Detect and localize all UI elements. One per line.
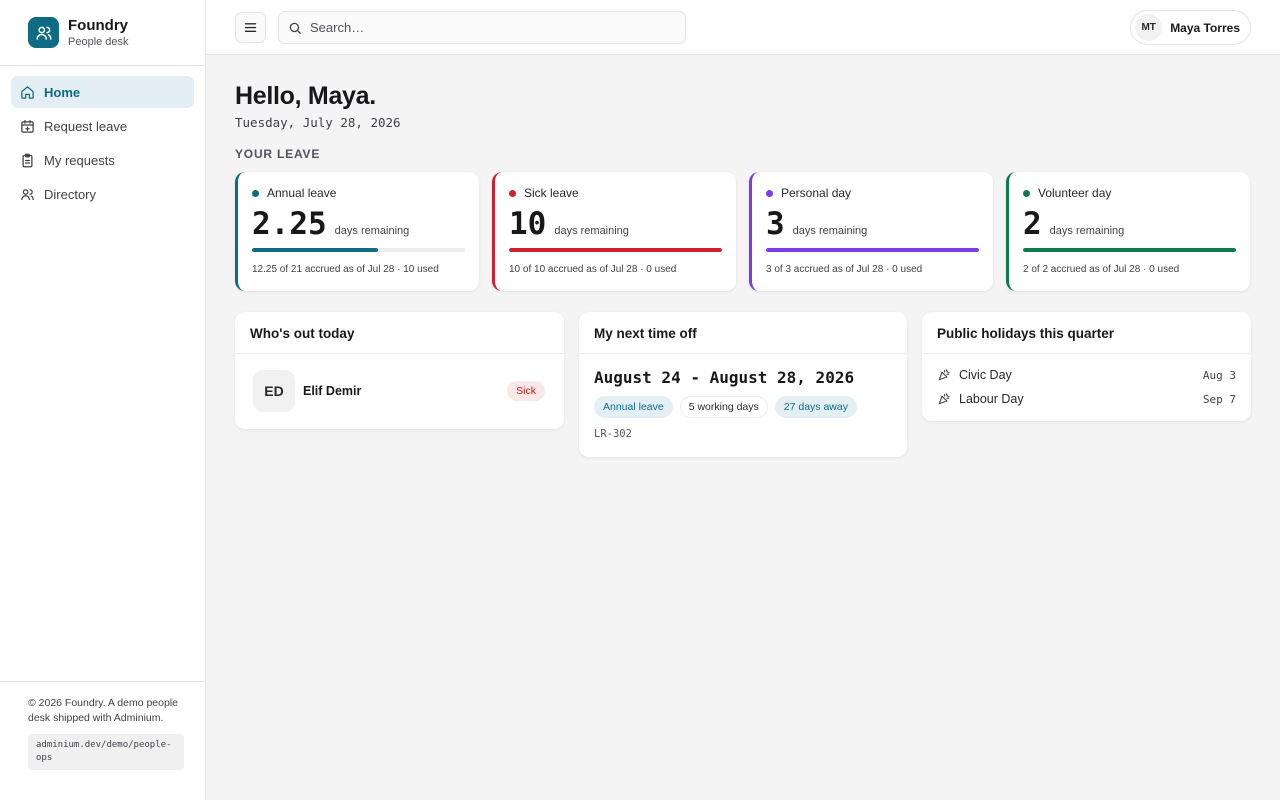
search-input[interactable] <box>310 20 670 35</box>
sidebar-item-directory[interactable]: Directory <box>11 178 194 210</box>
list-item[interactable]: ED Elif Demir Sick <box>235 354 564 412</box>
panel-title: My next time off <box>579 312 907 354</box>
leave-progress-fill <box>252 248 378 252</box>
leave-card-annual[interactable]: Annual leave 2.25 days remaining 12.25 of… <box>235 172 479 291</box>
avatar: MT <box>1135 14 1163 41</box>
leave-days-value: 2 <box>1023 206 1042 242</box>
panel-title: Public holidays this quarter <box>922 312 1251 354</box>
party-popper-icon <box>938 393 950 405</box>
sidebar-item-home[interactable]: Home <box>11 76 194 108</box>
search-icon <box>289 22 301 34</box>
leave-balance-cards: Annual leave 2.25 days remaining 12.25 of… <box>235 172 1251 292</box>
leave-type-name: Sick leave <box>524 186 579 200</box>
leave-progress-bar <box>252 248 465 252</box>
person-name: Elif Demir <box>303 384 362 398</box>
menu-toggle-button[interactable] <box>235 12 266 43</box>
leave-progress-fill <box>1023 248 1236 252</box>
section-label-your-leave: YOUR LEAVE <box>235 147 321 161</box>
leave-progress-bar <box>766 248 979 252</box>
footer-url[interactable]: adminium.dev/demo/people-ops <box>28 734 184 770</box>
time-off-dates: August 24 - August 28, 2026 <box>594 368 855 387</box>
holiday-name: Labour Day <box>959 392 1024 406</box>
leave-progress-fill <box>766 248 979 252</box>
leave-days-value: 10 <box>509 206 547 242</box>
working-days-chip: 5 working days <box>679 396 768 418</box>
hamburger-icon <box>244 23 257 32</box>
panel-title: Who's out today <box>235 312 564 354</box>
leave-color-dot <box>509 189 516 197</box>
leave-accrual-text: 10 of 10 accrued as of Jul 28 · 0 used <box>509 264 677 275</box>
leave-card-personal[interactable]: Personal day 3 days remaining 3 of 3 accr… <box>749 172 993 291</box>
leave-days-unit: days remaining <box>554 225 629 237</box>
brand[interactable]: Foundry People desk <box>0 0 205 66</box>
sidebar-nav: Home Request leave My requests Directory <box>0 66 205 222</box>
page-title: Hello, Maya. <box>235 82 376 110</box>
current-date: Tuesday, July 28, 2026 <box>235 115 401 130</box>
calendar-plus-icon <box>21 119 34 133</box>
brand-subtitle: People desk <box>68 35 129 48</box>
sidebar-item-label: Home <box>44 84 81 100</box>
sidebar-item-label: Request leave <box>44 118 128 134</box>
sidebar-item-my-requests[interactable]: My requests <box>11 144 194 176</box>
list-item: Civic Day Aug 3 <box>922 363 1251 387</box>
leave-progress-bar <box>509 248 722 252</box>
user-name: Maya Torres <box>1170 20 1240 35</box>
leave-type-name: Personal day <box>781 186 852 200</box>
leave-progress-bar <box>1023 248 1236 252</box>
status-badge: Sick <box>507 381 545 401</box>
leave-days-unit: days remaining <box>334 225 410 237</box>
users-icon <box>21 188 34 200</box>
brand-logo-icon <box>28 17 59 48</box>
time-off-chips: Annual leave 5 working days 27 days away <box>579 387 907 418</box>
request-reference: LR-302 <box>594 428 632 440</box>
leave-card-volunteer[interactable]: Volunteer day 2 days remaining 2 of 2 acc… <box>1006 172 1250 291</box>
sidebar-footer: © 2026 Foundry. A demo people desk shipp… <box>0 681 205 800</box>
public-holidays-panel: Public holidays this quarter Civic Day A… <box>922 312 1251 421</box>
sidebar-item-label: Directory <box>44 186 97 202</box>
leave-accrual-text: 3 of 3 accrued as of Jul 28 · 0 used <box>766 264 923 275</box>
leave-progress-fill <box>509 248 722 252</box>
leave-color-dot <box>766 189 773 197</box>
holiday-name: Civic Day <box>959 368 1012 382</box>
sidebar-item-request-leave[interactable]: Request leave <box>11 110 194 142</box>
search-box[interactable] <box>278 11 686 44</box>
leave-color-dot <box>252 189 259 197</box>
next-time-off-panel[interactable]: My next time off August 24 - August 28, … <box>579 312 907 457</box>
days-away-chip: 27 days away <box>774 396 857 418</box>
user-menu-button[interactable]: MT Maya Torres <box>1130 10 1251 45</box>
leave-days-value: 3 <box>766 206 785 242</box>
whos-out-panel: Who's out today ED Elif Demir Sick <box>235 312 564 429</box>
avatar: ED <box>253 370 295 412</box>
holiday-list: Civic Day Aug 3 Labour Day Sep 7 <box>922 363 1251 411</box>
leave-type-name: Volunteer day <box>1038 186 1112 200</box>
leave-type-name: Annual leave <box>267 186 337 200</box>
leave-days-value: 2.25 <box>252 206 327 242</box>
sidebar: Foundry People desk Home Request leave M… <box>0 0 206 800</box>
leave-accrual-text: 2 of 2 accrued as of Jul 28 · 0 used <box>1023 264 1180 275</box>
holiday-date: Aug 3 <box>1202 368 1236 382</box>
leave-card-sick[interactable]: Sick leave 10 days remaining 10 of 10 acc… <box>492 172 736 291</box>
leave-days-unit: days remaining <box>792 225 868 237</box>
party-popper-icon <box>938 369 950 381</box>
brand-name: Foundry <box>68 16 128 34</box>
topbar: MT Maya Torres <box>206 0 1280 55</box>
leave-type-chip: Annual leave <box>594 396 673 418</box>
sidebar-item-label: My requests <box>44 152 115 168</box>
home-icon <box>21 85 34 99</box>
leave-color-dot <box>1023 189 1030 197</box>
list-item: Labour Day Sep 7 <box>922 387 1251 411</box>
holiday-date: Sep 7 <box>1202 392 1236 406</box>
leave-accrual-text: 12.25 of 21 accrued as of Jul 28 · 10 us… <box>252 264 439 275</box>
clipboard-icon <box>22 153 33 167</box>
footer-text: © 2026 Foundry. A demo people desk shipp… <box>28 697 178 724</box>
leave-days-unit: days remaining <box>1049 225 1125 237</box>
